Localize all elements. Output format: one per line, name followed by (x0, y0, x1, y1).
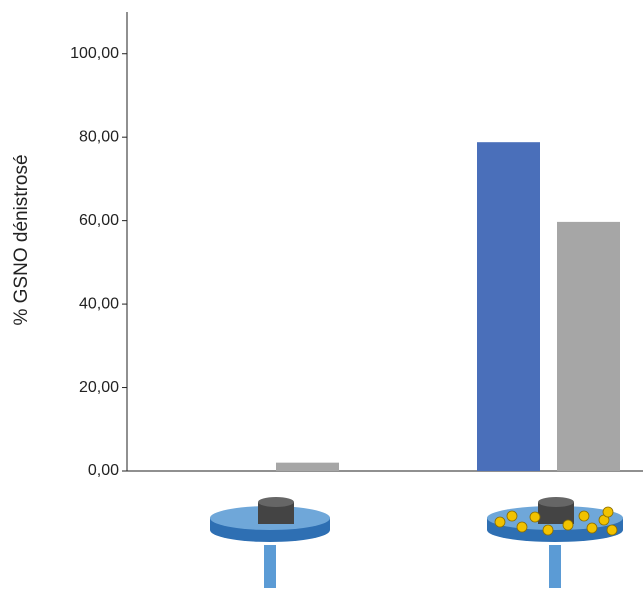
bar (477, 142, 540, 471)
filter-icon-nanoparticles (487, 497, 623, 588)
y-tick-label: 0,00 (88, 462, 119, 479)
y-tick-label: 100,00 (70, 45, 119, 62)
y-tick-label: 20,00 (79, 379, 119, 396)
y-tick-label: 60,00 (79, 212, 119, 229)
y-tick-label: 40,00 (79, 295, 119, 312)
bar (276, 462, 339, 471)
y-tick-label: 80,00 (79, 128, 119, 145)
y-axis-label: % GSNO dénistrosé (11, 154, 32, 325)
filter-icon (210, 497, 330, 588)
bar (557, 221, 620, 471)
